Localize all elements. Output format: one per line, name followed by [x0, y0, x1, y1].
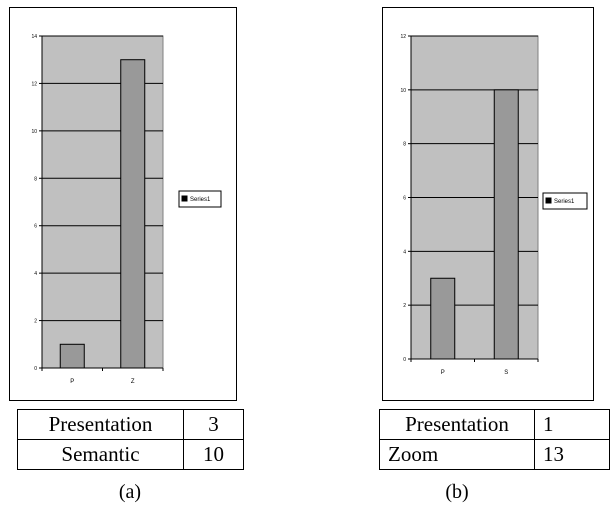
table-row: Zoom 13: [379, 439, 610, 470]
y-tick-label: 12: [400, 34, 406, 40]
table-cell-value: 3: [183, 409, 244, 440]
caption-b: (b): [445, 481, 469, 503]
y-tick-label: 10: [31, 129, 37, 135]
x-tick-label: S: [504, 370, 508, 376]
y-tick-label: 2: [403, 303, 406, 309]
y-tick-label: 8: [403, 142, 406, 148]
y-tick-label: 2: [34, 319, 37, 325]
table-cell-value: 10: [183, 439, 244, 470]
y-tick-label: 10: [400, 88, 406, 94]
table-row: Presentation 1: [379, 409, 610, 440]
x-tick-label: P: [70, 379, 74, 385]
legend-label: Series1: [554, 199, 575, 205]
table-cell-value: 1: [534, 409, 610, 440]
y-tick-label: 14: [31, 34, 37, 40]
y-tick-label: 4: [34, 271, 37, 277]
chart-a-frame: 0 2 4 6 8 10 12 14 P Z Series1: [9, 7, 237, 401]
y-tick-label: 12: [31, 81, 37, 87]
legend-swatch: [545, 197, 552, 204]
x-tick-label: Z: [131, 379, 135, 385]
y-tick-label: 6: [34, 224, 37, 230]
table-row: Presentation 3: [17, 409, 244, 440]
table-a: Presentation 3 Semantic 10: [17, 409, 244, 470]
chart-b-frame: 0 2 4 6 8 10 12 P S Series1: [382, 7, 594, 401]
table-cell-label: Presentation: [379, 409, 535, 440]
x-tick-label: P: [441, 370, 445, 376]
bar: [59, 343, 85, 369]
legend-label: Series1: [190, 197, 211, 203]
chart-b: 0 2 4 6 8 10 12 P S Series1: [400, 34, 588, 376]
table-cell-label: Zoom: [379, 439, 535, 470]
legend-box: [542, 192, 588, 210]
legend-box: [178, 190, 222, 208]
bar: [120, 59, 146, 369]
y-tick-label: 0: [403, 357, 406, 363]
chart-a: 0 2 4 6 8 10 12 14 P Z Series1: [31, 34, 222, 385]
y-tick-label: 0: [34, 366, 37, 372]
y-tick-label: 4: [403, 249, 406, 255]
y-tick-label: 6: [403, 196, 406, 202]
table-row: Semantic 10: [17, 439, 244, 470]
table-cell-label: Presentation: [17, 409, 184, 440]
caption-a: (a): [118, 481, 142, 503]
table-cell-label: Semantic: [17, 439, 184, 470]
bar: [430, 277, 456, 360]
y-tick-label: 8: [34, 176, 37, 182]
bar: [493, 89, 519, 360]
legend-swatch: [181, 195, 188, 202]
table-cell-value: 13: [534, 439, 610, 470]
table-b: Presentation 1 Zoom 13: [379, 409, 610, 470]
